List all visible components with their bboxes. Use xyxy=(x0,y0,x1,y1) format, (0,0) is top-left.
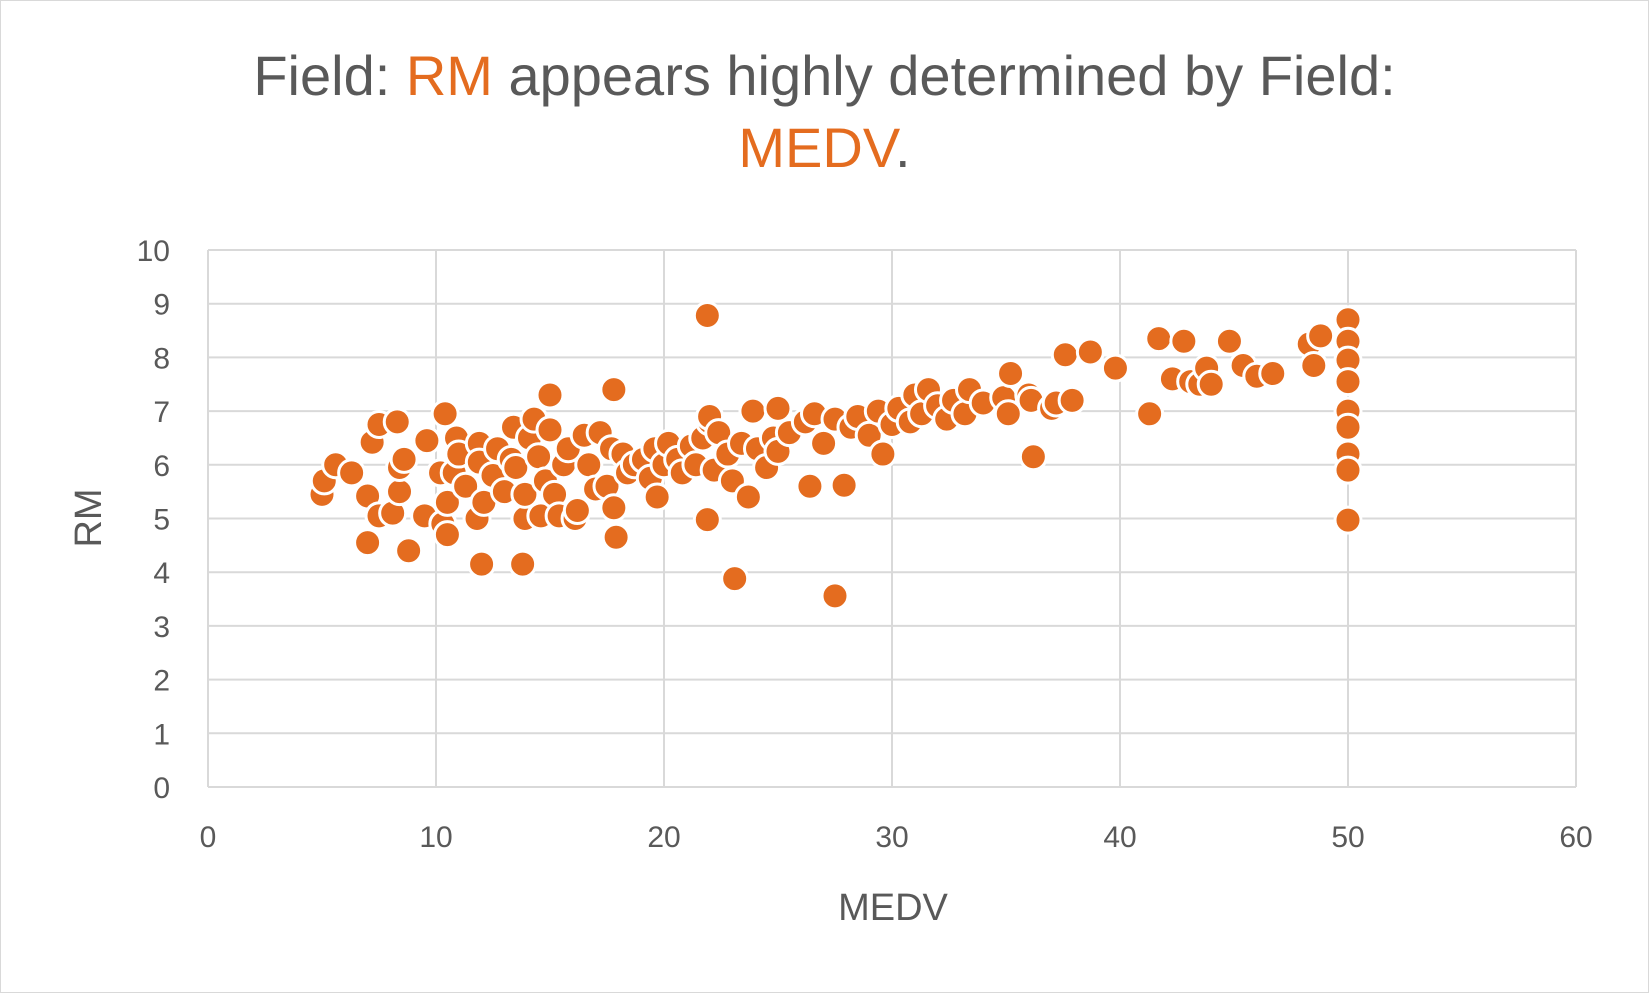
data-point xyxy=(508,549,538,579)
data-point xyxy=(692,301,722,331)
x-tick-label: 10 xyxy=(419,821,452,854)
y-tick-label: 7 xyxy=(153,396,170,429)
y-axis-title: RM xyxy=(68,488,110,547)
y-tick-label: 8 xyxy=(153,342,170,375)
x-tick-label: 30 xyxy=(875,821,908,854)
y-tick-label: 1 xyxy=(153,718,170,751)
data-point xyxy=(1018,442,1048,472)
data-point xyxy=(535,380,565,410)
x-axis-title: MEDV xyxy=(838,887,948,929)
data-point xyxy=(1333,367,1363,397)
data-point xyxy=(432,487,462,517)
data-point xyxy=(599,375,629,405)
data-point xyxy=(430,399,460,429)
chart-title-line-2: MEDV. xyxy=(0,112,1649,184)
data-point xyxy=(501,452,531,482)
y-tick-label: 10 xyxy=(137,235,170,268)
data-point xyxy=(820,581,850,611)
data-point xyxy=(720,564,750,594)
data-point xyxy=(1144,324,1174,354)
title-part-2: appears highly determined by Field: xyxy=(492,44,1396,107)
title-part-3: . xyxy=(895,116,911,179)
title-highlight-rm: RM xyxy=(405,44,493,107)
data-point xyxy=(993,399,1023,429)
data-point xyxy=(1135,399,1165,429)
y-tick-label: 9 xyxy=(153,289,170,322)
data-point xyxy=(642,482,672,512)
data-point xyxy=(1333,412,1363,442)
y-tick-label: 0 xyxy=(153,772,170,805)
data-point xyxy=(809,428,839,458)
x-tick-label: 40 xyxy=(1103,821,1136,854)
data-point xyxy=(763,393,793,423)
data-point xyxy=(1050,340,1080,370)
data-point xyxy=(738,396,768,426)
data-point xyxy=(1333,455,1363,485)
chart-title-line-1: Field: RM appears highly determined by F… xyxy=(0,40,1649,112)
data-point xyxy=(524,442,554,472)
data-point xyxy=(412,426,442,456)
data-point xyxy=(535,415,565,445)
data-point xyxy=(599,493,629,523)
title-highlight-medv: MEDV xyxy=(738,116,896,179)
data-point xyxy=(337,458,367,488)
data-point xyxy=(868,439,898,469)
x-tick-label: 0 xyxy=(200,821,217,854)
y-tick-label: 6 xyxy=(153,450,170,483)
data-points xyxy=(307,301,1363,611)
data-point xyxy=(1057,385,1087,415)
data-point xyxy=(353,528,383,558)
data-point xyxy=(1333,505,1363,535)
y-tick-label: 5 xyxy=(153,504,170,537)
data-point xyxy=(385,477,415,507)
y-tick-label: 3 xyxy=(153,611,170,644)
data-point xyxy=(389,444,419,474)
y-tick-label: 2 xyxy=(153,665,170,698)
x-tick-label: 50 xyxy=(1331,821,1364,854)
data-point xyxy=(1075,337,1105,367)
data-point xyxy=(394,536,424,566)
data-point xyxy=(733,482,763,512)
x-axis-ticks: 0 10 20 30 40 50 60 xyxy=(200,821,1593,854)
data-point xyxy=(1214,326,1244,356)
data-point xyxy=(692,505,722,535)
data-point xyxy=(795,471,825,501)
data-point xyxy=(382,407,412,437)
data-point xyxy=(510,479,540,509)
data-point xyxy=(432,520,462,550)
data-point xyxy=(451,471,481,501)
data-point xyxy=(829,470,859,500)
y-tick-label: 4 xyxy=(153,557,170,590)
y-axis-ticks: 0 1 2 3 4 5 6 7 8 9 10 xyxy=(137,235,170,805)
data-point xyxy=(467,549,497,579)
data-point xyxy=(1100,353,1130,383)
data-point xyxy=(1306,321,1336,351)
chart-title: Field: RM appears highly determined by F… xyxy=(0,40,1649,184)
x-tick-label: 20 xyxy=(647,821,680,854)
data-point xyxy=(574,450,604,480)
data-point xyxy=(1258,359,1288,389)
data-point xyxy=(1196,369,1226,399)
data-point xyxy=(562,495,592,525)
data-point xyxy=(1299,350,1329,380)
data-point xyxy=(996,359,1026,389)
data-point xyxy=(1169,326,1199,356)
title-part-1: Field: xyxy=(253,44,406,107)
x-tick-label: 60 xyxy=(1559,821,1592,854)
data-point xyxy=(601,522,631,552)
